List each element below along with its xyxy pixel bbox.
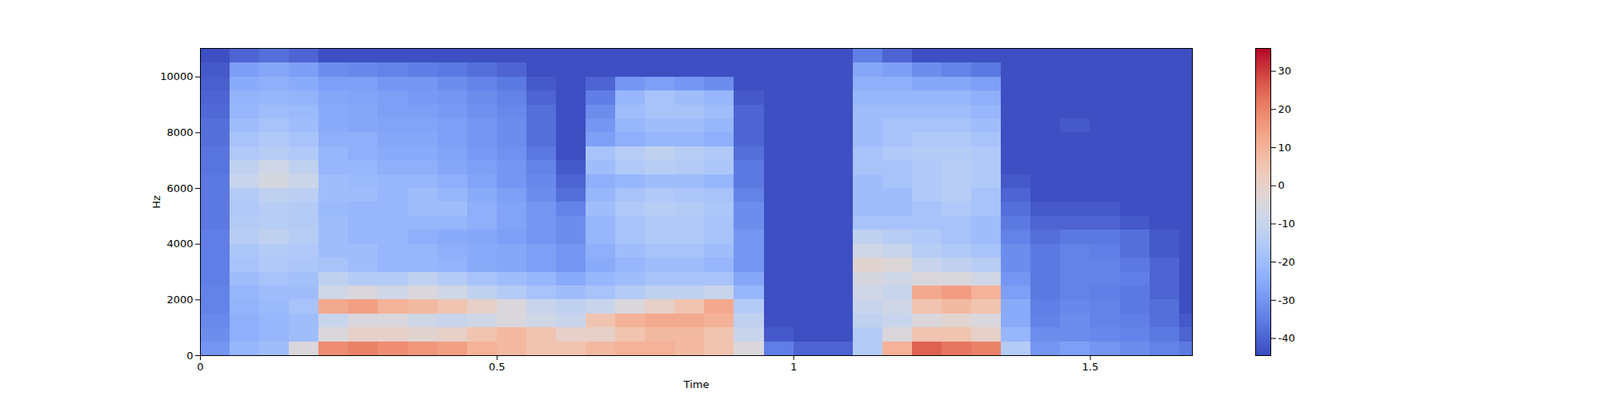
- svg-text:10000: 10000: [160, 70, 193, 83]
- svg-text:0: 0: [1278, 179, 1285, 192]
- svg-text:0.5: 0.5: [488, 360, 506, 373]
- svg-text:Hz: Hz: [150, 195, 163, 209]
- svg-text:Time: Time: [683, 378, 710, 391]
- svg-text:8000: 8000: [166, 126, 193, 139]
- svg-text:-20: -20: [1278, 256, 1296, 268]
- svg-text:0: 0: [186, 349, 193, 362]
- svg-text:-30: -30: [1278, 293, 1296, 306]
- svg-text:0: 0: [196, 360, 204, 373]
- svg-text:6000: 6000: [166, 182, 193, 195]
- svg-text:-10: -10: [1278, 217, 1296, 230]
- svg-text:10: 10: [1278, 141, 1292, 154]
- svg-text:2000: 2000: [166, 293, 193, 306]
- svg-text:1: 1: [790, 360, 797, 373]
- svg-text:20: 20: [1278, 103, 1292, 116]
- svg-text:1.5: 1.5: [1082, 360, 1100, 373]
- svg-text:4000: 4000: [166, 237, 193, 250]
- svg-text:-40: -40: [1278, 332, 1296, 344]
- svg-text:30: 30: [1278, 64, 1292, 77]
